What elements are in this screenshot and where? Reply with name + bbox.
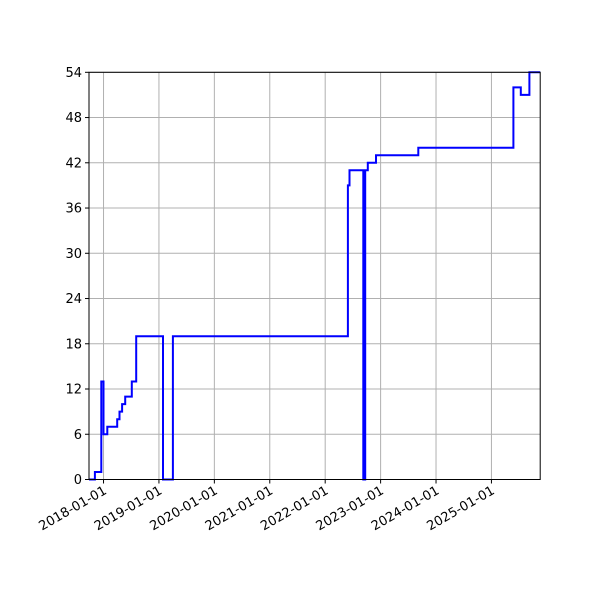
y-tick-label: 30 (65, 247, 82, 262)
y-tick-label: 24 (65, 292, 82, 307)
y-tick-label: 54 (65, 66, 82, 81)
y-tick-label: 6 (74, 428, 82, 443)
y-tick-label: 42 (65, 156, 82, 171)
data-line (89, 71, 541, 481)
y-tick-label: 36 (65, 202, 82, 217)
y-tick-label: 0 (74, 473, 82, 488)
y-tick-label: 12 (65, 383, 82, 398)
y-tick-label: 48 (65, 111, 82, 126)
y-tick-label: 18 (65, 337, 82, 352)
plot-border (88, 71, 541, 481)
